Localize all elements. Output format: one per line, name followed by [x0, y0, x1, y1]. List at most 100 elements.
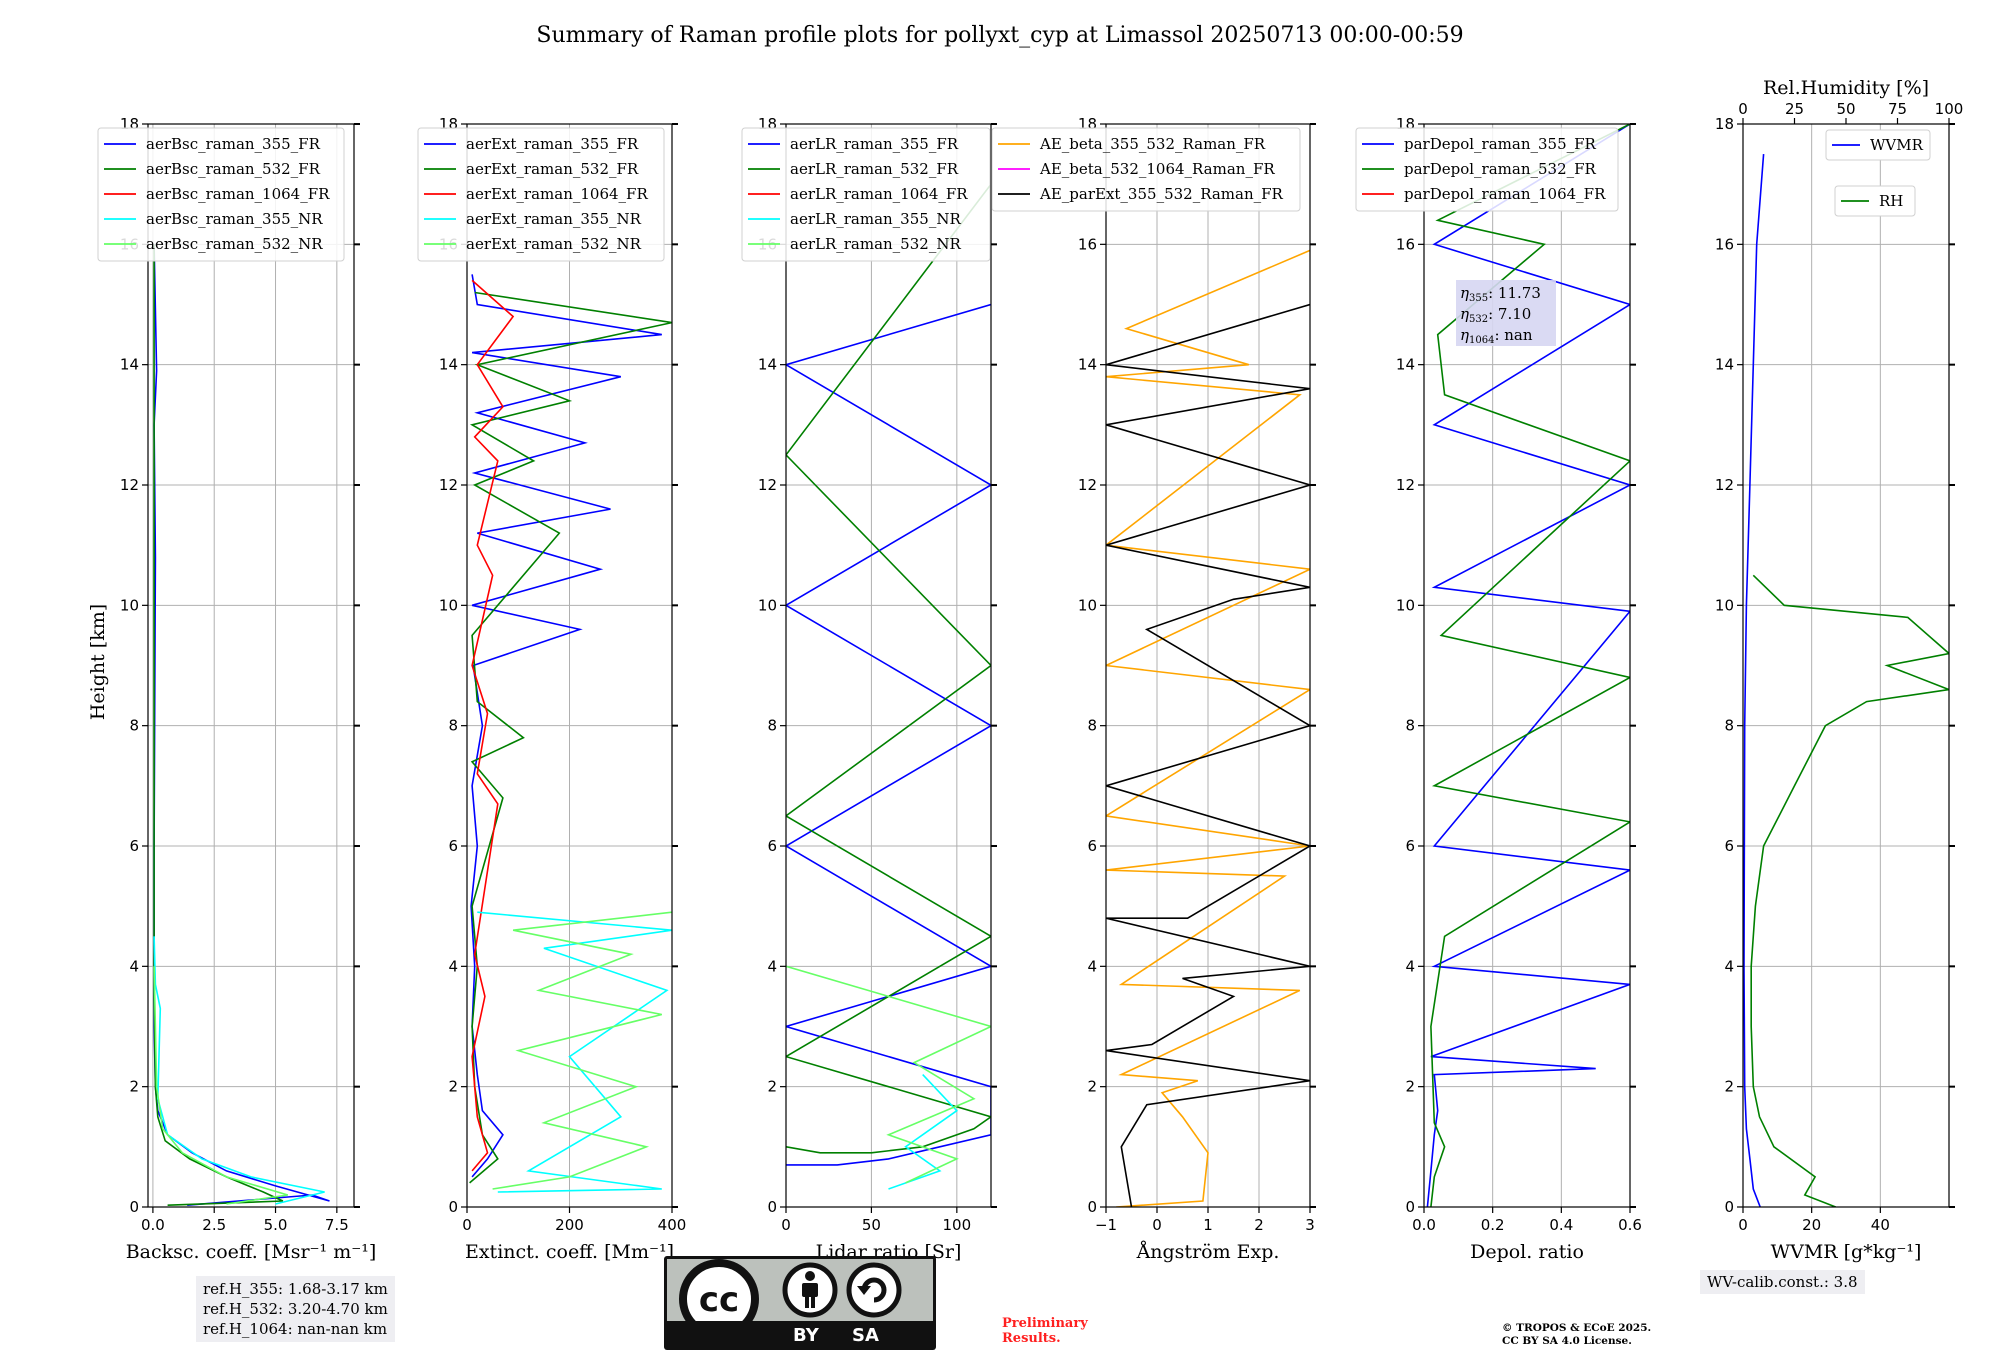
x-tick-label: −1 [1095, 1216, 1117, 1234]
wv-calibration-box: WV-calib.const.: 3.8 [1700, 1270, 1865, 1294]
y-tick-label: 6 [1405, 837, 1415, 855]
legend-entry-aerBsc_raman_1064_FR: aerBsc_raman_1064_FR [146, 185, 330, 203]
y-tick-label: 4 [767, 957, 777, 975]
legend-entry-aerBsc_raman_532_FR: aerBsc_raman_532_FR [146, 160, 321, 178]
legend-box [1355, 127, 1619, 212]
legend-entry-AE_beta_355_532_Raman_FR: AE_beta_355_532_Raman_FR [1039, 135, 1266, 153]
y-tick-label: 4 [129, 957, 139, 975]
series-line-aerExt_raman_355_NR [477, 911, 672, 1193]
cc-license-badge: cc BY SA [664, 1256, 936, 1350]
legend-entry-parDepol_raman_532_FR: parDepol_raman_532_FR [1404, 160, 1597, 178]
y-tick-label: 14 [120, 356, 139, 374]
ref-height-1064: ref.H_1064: nan-nan km [203, 1320, 388, 1338]
cc-badge-labels: BY SA [667, 1324, 933, 1347]
legend-entry-aerExt_raman_355_NR: aerExt_raman_355_NR [466, 210, 642, 228]
y-tick-label: 10 [1715, 596, 1734, 614]
x-tick-label: 0 [1738, 1216, 1748, 1234]
y-tick-label: 12 [439, 476, 458, 494]
y-tick-label: 16 [1396, 235, 1415, 253]
y-tick-label: 12 [1078, 476, 1097, 494]
cc-badge-icons: cc [667, 1259, 933, 1339]
legend-entry-WVMR: WVMR [1870, 136, 1924, 154]
svg-text:cc: cc [699, 1280, 739, 1320]
top-x-tick-label: 100 [1935, 100, 1964, 118]
cc-sa-label: SA [852, 1325, 879, 1346]
preliminary-results-note: Preliminary Results. [1002, 1316, 1088, 1346]
legend-box [417, 127, 665, 262]
x-tick-label: 0 [781, 1216, 791, 1234]
x-tick-label: 0.4 [1549, 1216, 1573, 1234]
y-tick-label: 0 [448, 1198, 458, 1216]
y-tick-label: 8 [767, 717, 777, 735]
legend-box [1834, 185, 1916, 217]
panel-extinction: 0246810121416180200400Extinct. coeff. [M… [417, 115, 687, 1263]
y-tick-label: 0 [1405, 1198, 1415, 1216]
series-line-aerExt_raman_532_FR [469, 291, 672, 1184]
y-tick-label: 6 [129, 837, 139, 855]
y-tick-label: 10 [1078, 596, 1097, 614]
x-tick-label: 0 [1152, 1216, 1162, 1234]
legend-RH: RH [1834, 185, 1916, 217]
y-tick-label: 10 [1396, 596, 1415, 614]
y-tick-label: 16 [1715, 235, 1734, 253]
series-line-RH [1750, 574, 1949, 1207]
panel-lidar_ratio: 024681012141618050100Lidar ratio [Sr]aer… [741, 115, 997, 1263]
y-tick-label: 6 [448, 837, 458, 855]
x-tick-label: 2.5 [202, 1216, 226, 1234]
y-tick-label: 14 [758, 356, 777, 374]
x-axis-label-angstrom: Ångström Exp. [1136, 1241, 1280, 1263]
legend-entry-aerBsc_raman_355_FR: aerBsc_raman_355_FR [146, 135, 321, 153]
plot-frame [1423, 123, 1631, 1208]
plot-frame [147, 123, 355, 1208]
y-tick-label: 4 [1724, 957, 1734, 975]
legend-entry-aerLR_raman_355_NR: aerLR_raman_355_NR [790, 210, 961, 228]
legend-box [97, 127, 345, 262]
legend-box [991, 127, 1301, 212]
y-tick-label: 0 [767, 1198, 777, 1216]
copyright-note: © TROPOS & ECoE 2025. CC BY SA 4.0 Licen… [1502, 1322, 1651, 1348]
x-axis-label-wvmr: WVMR [g*kg⁻¹] [1771, 1241, 1922, 1263]
y-tick-label: 12 [120, 476, 139, 494]
x-tick-label: 20 [1802, 1216, 1821, 1234]
y-tick-label: 10 [439, 596, 458, 614]
x-tick-label: 1 [1203, 1216, 1213, 1234]
series-line-aerLR_raman_532_NR [786, 965, 991, 1184]
y-tick-label: 2 [1087, 1078, 1097, 1096]
top-x-tick-label: 50 [1836, 100, 1855, 118]
y-tick-label: 12 [758, 476, 777, 494]
legend-box [741, 127, 991, 262]
x-tick-label: 50 [862, 1216, 881, 1234]
x-tick-label: 400 [658, 1216, 687, 1234]
series-line-WVMR [1743, 154, 1765, 1207]
x-axis-label-depol: Depol. ratio [1470, 1241, 1584, 1263]
y-tick-label: 8 [448, 717, 458, 735]
ref-height-532: ref.H_532: 3.20-4.70 km [203, 1300, 388, 1318]
y-tick-label: 2 [448, 1078, 458, 1096]
y-tick-label: 4 [1405, 957, 1415, 975]
x-tick-label: 200 [555, 1216, 584, 1234]
y-tick-label: 14 [1715, 356, 1734, 374]
share-alike-icon [846, 1262, 902, 1318]
eta-355: η355: 11.73 [1460, 284, 1541, 304]
x-tick-label: 0 [462, 1216, 472, 1234]
series-line-aerBsc_raman_532_FR [153, 244, 284, 1206]
top-axis-label-rh: Rel.Humidity [%] [1763, 77, 1929, 99]
legend-backscatter: aerBsc_raman_355_FR aerBsc_raman_532_FRae… [97, 127, 345, 262]
legend-entry-aerExt_raman_532_FR: aerExt_raman_532_FR [466, 160, 639, 178]
series-line-AE_beta_355_532_Raman_FR [1106, 249, 1310, 1207]
y-tick-label: 4 [448, 957, 458, 975]
cc-by-label: BY [793, 1325, 819, 1346]
y-tick-label: 12 [1715, 476, 1734, 494]
legend-entry-parDepol_raman_1064_FR: parDepol_raman_1064_FR [1404, 185, 1606, 203]
y-tick-label: 0 [1724, 1198, 1734, 1216]
legend-depol: parDepol_raman_355_FR parDepol_raman_532_… [1355, 127, 1619, 212]
reference-heights-box: ref.H_355: 1.68-3.17 km ref.H_532: 3.20-… [196, 1276, 395, 1342]
legend-box [1825, 129, 1931, 161]
legend-entry-aerLR_raman_532_NR: aerLR_raman_532_NR [790, 235, 961, 253]
figure-title: Summary of Raman profile plots for polly… [536, 23, 1463, 48]
series-line-aerExt_raman_1064_FR [471, 279, 515, 1172]
series-line-AE_parExt_355_532_Raman_FR [1106, 303, 1310, 1207]
